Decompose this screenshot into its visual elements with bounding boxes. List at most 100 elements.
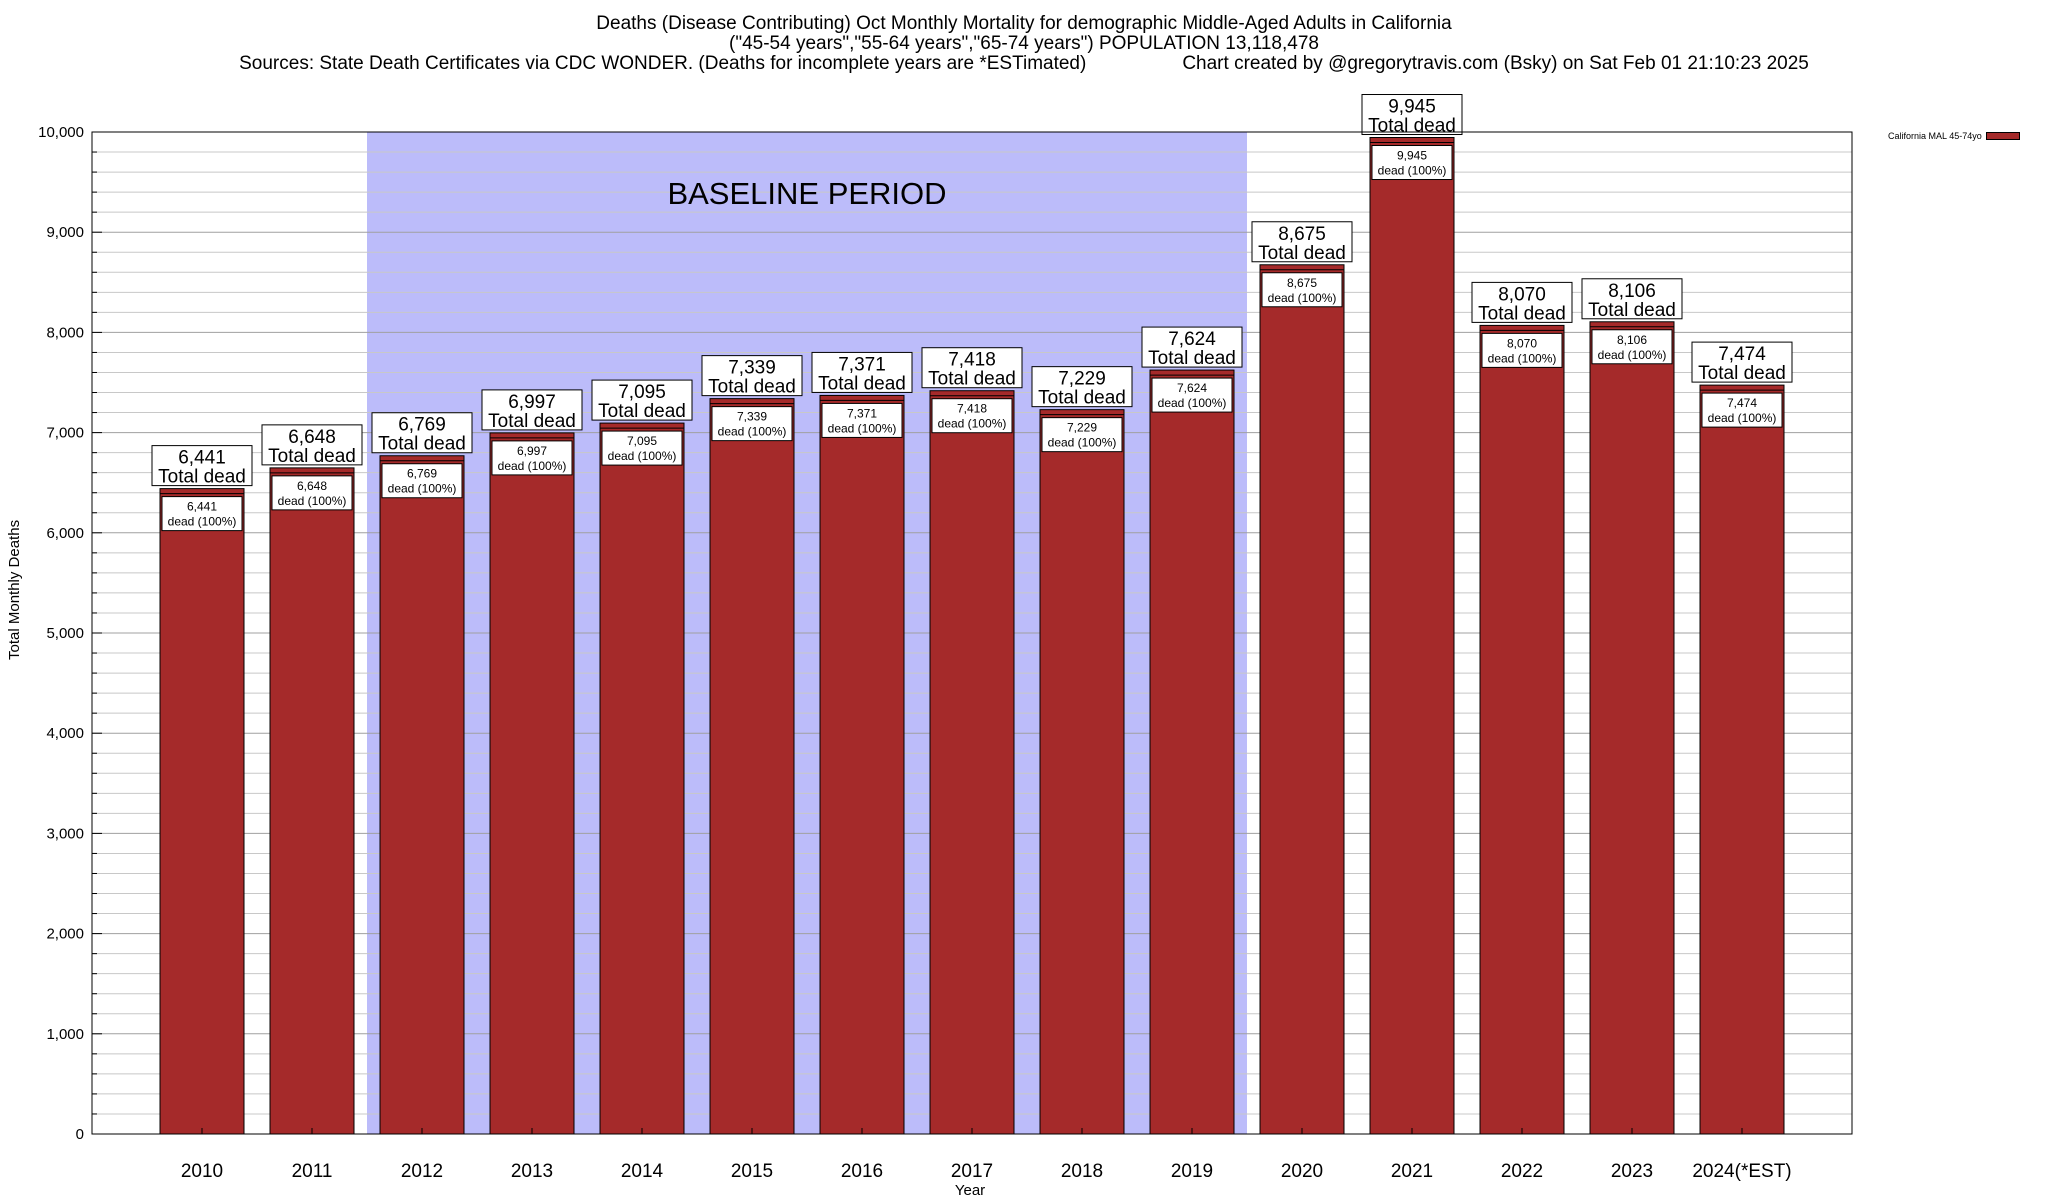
- chart-sources-line: Sources: State Death Certificates via CD…: [0, 54, 2048, 74]
- legend-entry-label: California MAL 45-74yo: [1888, 131, 1982, 141]
- inner-label-box: [1481, 332, 1563, 368]
- bar: [709, 398, 795, 1135]
- inner-percent-label: dead (100%): [498, 459, 567, 473]
- total-value-label: 7,474: [1718, 344, 1766, 365]
- plot-frame: [91, 131, 1853, 1135]
- x-tick-label: 2022: [1501, 1161, 1543, 1182]
- y-tick-label: 4,000: [46, 725, 84, 742]
- total-value-label: 6,441: [178, 448, 226, 469]
- inner-percent-label: dead (100%): [938, 417, 1007, 431]
- bar: [159, 488, 245, 1135]
- bar: [1369, 137, 1455, 1135]
- total-label-box: [1251, 221, 1353, 263]
- total-value-label: 8,675: [1278, 224, 1326, 245]
- total-dead-label: Total dead: [598, 401, 686, 422]
- inner-value-label: 7,418: [957, 402, 987, 416]
- total-value-label: 7,418: [948, 350, 996, 371]
- x-tick-label: 2011: [292, 1161, 333, 1182]
- inner-value-label: 7,339: [737, 410, 767, 424]
- total-value-label: 6,997: [508, 392, 556, 413]
- chart-title: Deaths (Disease Contributing) Oct Monthl…: [596, 13, 1452, 34]
- inner-label-box: [1371, 145, 1453, 181]
- inner-value-label: 6,648: [297, 479, 327, 493]
- chart-title-block: Deaths (Disease Contributing) Oct Monthl…: [0, 14, 2048, 74]
- total-dead-label: Total dead: [488, 411, 576, 432]
- bar: [929, 390, 1015, 1135]
- chart-sources: Sources: State Death Certificates via CD…: [239, 53, 1087, 74]
- inner-percent-label: dead (100%): [388, 482, 457, 496]
- inner-label-box: [601, 430, 683, 466]
- x-tick-label: 2017: [951, 1161, 993, 1182]
- total-label-box: [1361, 94, 1463, 136]
- total-label-box: [481, 389, 583, 431]
- x-tick-label: 2021: [1391, 1161, 1433, 1182]
- inner-label-box: [821, 402, 903, 438]
- total-label-box: [1031, 366, 1133, 408]
- total-label-box: [371, 412, 473, 454]
- chart-credit: Chart created by @gregorytravis.com (Bsk…: [1182, 53, 1809, 74]
- total-dead-label: Total dead: [1148, 348, 1236, 369]
- bar: [489, 432, 575, 1135]
- total-label-box: [811, 351, 913, 393]
- inner-label-box: [1591, 329, 1673, 365]
- total-dead-label: Total dead: [378, 434, 466, 455]
- x-tick-label: 2019: [1171, 1161, 1213, 1182]
- chart-subtitle: ("45-54 years","55-64 years","65-74 year…: [729, 33, 1319, 54]
- inner-label-box: [381, 463, 463, 499]
- inner-percent-label: dead (100%): [278, 494, 347, 508]
- inner-value-label: 7,474: [1727, 396, 1757, 410]
- inner-label-box: [1701, 392, 1783, 428]
- bar: [1039, 409, 1125, 1135]
- inner-value-label: 6,997: [517, 444, 547, 458]
- x-tick-label: 2010: [181, 1161, 223, 1182]
- total-value-label: 7,624: [1168, 329, 1216, 350]
- inner-percent-label: dead (100%): [1268, 291, 1337, 305]
- inner-percent-label: dead (100%): [608, 449, 677, 463]
- inner-value-label: 9,945: [1397, 149, 1427, 163]
- inner-value-label: 8,106: [1617, 333, 1647, 347]
- inner-label-box: [271, 475, 353, 511]
- inner-percent-label: dead (100%): [1708, 411, 1777, 425]
- x-tick-label: 2018: [1061, 1161, 1103, 1182]
- x-tick-label: 2016: [841, 1161, 883, 1182]
- bar: [1699, 384, 1785, 1135]
- total-dead-label: Total dead: [1038, 388, 1126, 409]
- inner-label-box: [711, 406, 793, 442]
- inner-label-box: [161, 496, 243, 532]
- x-tick-label: 2015: [731, 1161, 773, 1182]
- total-dead-label: Total dead: [268, 446, 356, 467]
- total-value-label: 7,095: [618, 382, 666, 403]
- bar: [1259, 264, 1345, 1135]
- inner-percent-label: dead (100%): [1598, 348, 1667, 362]
- total-value-label: 7,229: [1058, 369, 1106, 390]
- inner-percent-label: dead (100%): [1378, 164, 1447, 178]
- inner-percent-label: dead (100%): [1048, 436, 1117, 450]
- x-tick-label: 2023: [1611, 1161, 1653, 1182]
- total-label-box: [921, 347, 1023, 389]
- y-axis-label: Total Monthly Deaths: [6, 519, 23, 660]
- y-tick-label: 8,000: [46, 324, 84, 341]
- inner-percent-label: dead (100%): [828, 421, 897, 435]
- total-label-box: [1471, 281, 1573, 323]
- x-tick-label: 2014: [621, 1161, 664, 1182]
- total-dead-label: Total dead: [158, 467, 246, 488]
- baseline-period-label: BASELINE PERIOD: [667, 176, 946, 211]
- bar: [1589, 321, 1675, 1135]
- bar: [379, 455, 465, 1135]
- bar: [819, 394, 905, 1135]
- y-tick-label: 9,000: [46, 224, 84, 241]
- inner-percent-label: dead (100%): [1158, 396, 1227, 410]
- y-tick-label: 6,000: [46, 525, 84, 542]
- total-label-box: [1581, 278, 1683, 320]
- x-tick-label: 2020: [1281, 1161, 1323, 1182]
- inner-value-label: 8,070: [1507, 336, 1537, 350]
- x-tick-label: 2013: [511, 1161, 553, 1182]
- x-tick-label: 2024(*EST): [1692, 1161, 1791, 1182]
- inner-value-label: 6,769: [407, 467, 437, 481]
- x-axis-label: Year: [954, 1182, 986, 1199]
- legend-swatch: [1985, 132, 2020, 140]
- inner-percent-label: dead (100%): [1488, 351, 1557, 365]
- inner-label-box: [1261, 272, 1343, 308]
- inner-value-label: 7,095: [627, 434, 657, 448]
